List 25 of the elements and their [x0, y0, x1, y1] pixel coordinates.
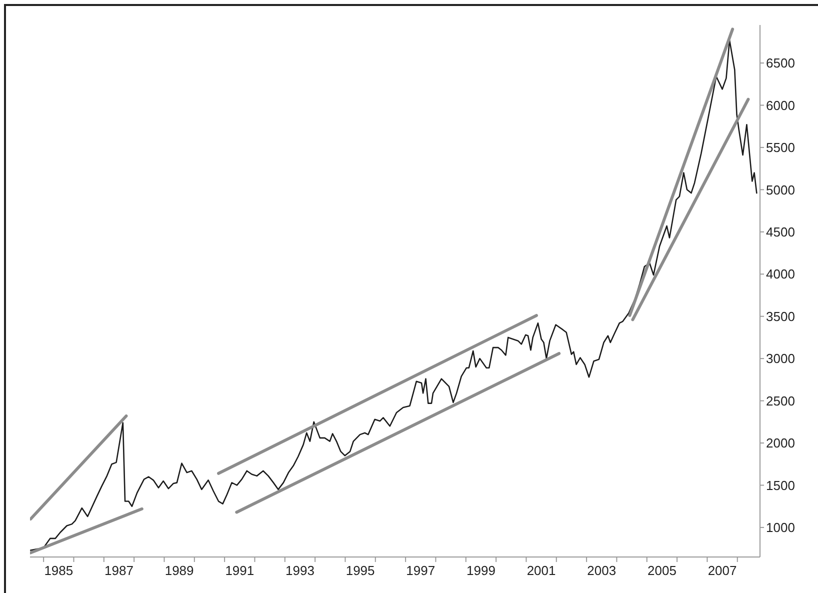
y-tick-label: 3500 [766, 308, 795, 324]
y-tick-label: 4500 [766, 224, 795, 240]
x-tick-label: 2005 [648, 563, 676, 578]
y-tick-label: 4000 [766, 266, 795, 282]
line-series [30, 40, 758, 551]
y-tick-label: 6500 [766, 56, 795, 71]
y-tick-label: 1000 [766, 520, 795, 536]
y-tick-label: 5500 [766, 140, 795, 156]
x-tick-label: 2003 [587, 563, 616, 578]
x-tick-label: 1989 [164, 563, 194, 578]
x-tick-label: 1993 [286, 563, 314, 578]
y-tick-label: 6000 [766, 98, 795, 113]
y-tick-label: 2500 [766, 393, 795, 408]
x-tick-label: 1991 [225, 563, 254, 578]
x-tick-label: 1999 [466, 563, 496, 578]
x-tick-label: 1995 [346, 563, 375, 578]
y-tick-label: 2000 [766, 436, 795, 451]
x-tick-label: 1985 [44, 563, 74, 578]
y-tick-label: 5000 [766, 182, 795, 198]
x-tick-label: 2001 [526, 563, 556, 578]
y-tick-label: 3000 [766, 351, 795, 366]
x-tick-label: 2007 [708, 563, 737, 578]
y-tick-label: 1500 [766, 478, 795, 493]
x-tick-label: 1987 [104, 563, 134, 578]
x-tick-label: 1997 [406, 563, 436, 578]
